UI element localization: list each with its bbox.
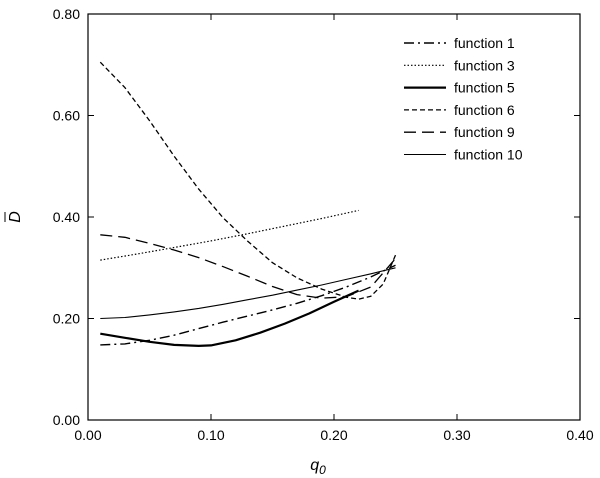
- series-line-function-5: [100, 289, 360, 347]
- series-line-function-3: [100, 209, 359, 261]
- x-axis-label: q0: [310, 457, 326, 477]
- x-tick-label: 0.30: [443, 427, 470, 443]
- y-axis-label: D: [7, 211, 24, 223]
- series-line-function-10: [100, 267, 396, 320]
- y-tick-label: 0.60: [53, 108, 80, 124]
- legend-label-function-3: function 3: [454, 57, 515, 73]
- legend-label-function-1: function 1: [454, 35, 515, 51]
- series-line-function-9: [100, 234, 396, 299]
- legend-label-function-5: function 5: [454, 80, 515, 96]
- x-tick-label: 0.20: [320, 427, 347, 443]
- series-line-function-1: [100, 264, 396, 346]
- x-axis-label-main: q: [310, 457, 319, 474]
- x-tick-label: 0.40: [566, 427, 593, 443]
- x-tick-label: 0.10: [197, 427, 224, 443]
- axis-ticks: 0.00 0.10 0.20 0.30 0.40 0.00 0.20 0.40 0.60 0.80: [53, 6, 594, 443]
- legend-label-function-6: function 6: [454, 102, 515, 118]
- legend: function 1 function 3 function 5 function 6…: [404, 35, 523, 163]
- y-tick-label: 0.80: [53, 6, 80, 22]
- y-tick-label: 0.40: [53, 209, 80, 225]
- x-tick-label: 0.00: [74, 427, 101, 443]
- x-axis-label-subscript: 0: [319, 463, 326, 477]
- series-line-function-6: [99, 61, 397, 300]
- plot-frame: [87, 13, 581, 421]
- legend-label-function-9: function 9: [454, 124, 515, 140]
- y-axis-label-group: D: [4, 211, 24, 223]
- y-tick-label: 0.00: [53, 412, 80, 428]
- series-layer: [99, 61, 397, 347]
- legend-label-function-10: function 10: [454, 147, 523, 163]
- y-tick-label: 0.20: [53, 311, 80, 327]
